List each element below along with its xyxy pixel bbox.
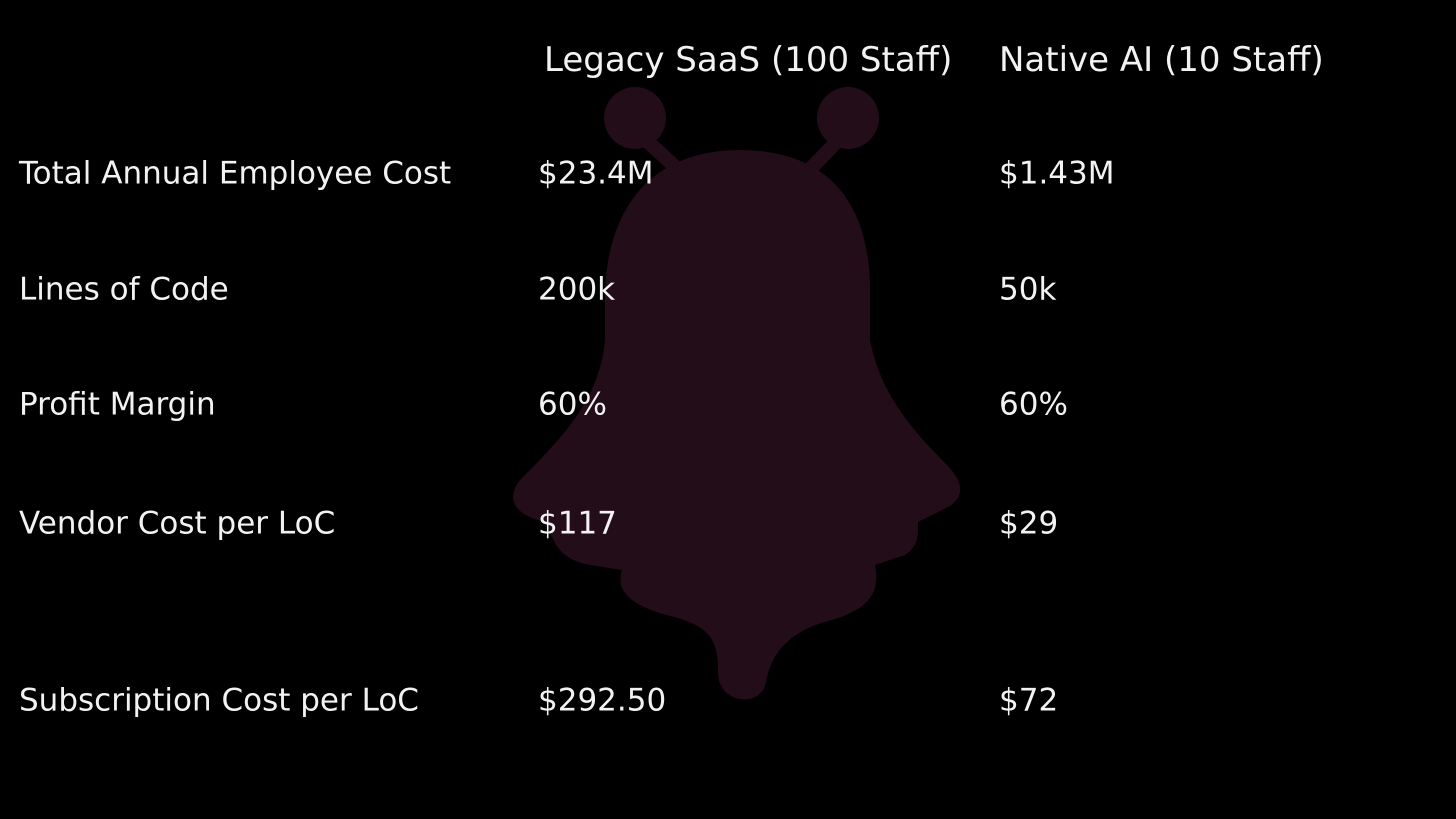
row-label: Lines of Code bbox=[19, 271, 229, 308]
bell-shape bbox=[513, 87, 961, 700]
cell-value: $72 bbox=[999, 682, 1059, 719]
cell-value: $1.43M bbox=[999, 155, 1115, 192]
row-label: Total Annual Employee Cost bbox=[19, 155, 452, 192]
cell-value: 50k bbox=[999, 271, 1057, 308]
column-header: Native AI (10 Staff) bbox=[999, 40, 1324, 80]
cell-value: 60% bbox=[999, 386, 1068, 423]
row-label: Subscription Cost per LoC bbox=[19, 682, 419, 719]
row-label: Vendor Cost per LoC bbox=[19, 505, 336, 542]
cell-value: $23.4M bbox=[538, 155, 654, 192]
column-header: Legacy SaaS (100 Staff) bbox=[544, 40, 953, 80]
cell-value: 200k bbox=[538, 271, 616, 308]
row-label: Profit Margin bbox=[19, 386, 216, 423]
cell-value: $292.50 bbox=[538, 682, 667, 719]
cell-value: $117 bbox=[538, 505, 617, 542]
cell-value: 60% bbox=[538, 386, 607, 423]
cell-value: $29 bbox=[999, 505, 1059, 542]
